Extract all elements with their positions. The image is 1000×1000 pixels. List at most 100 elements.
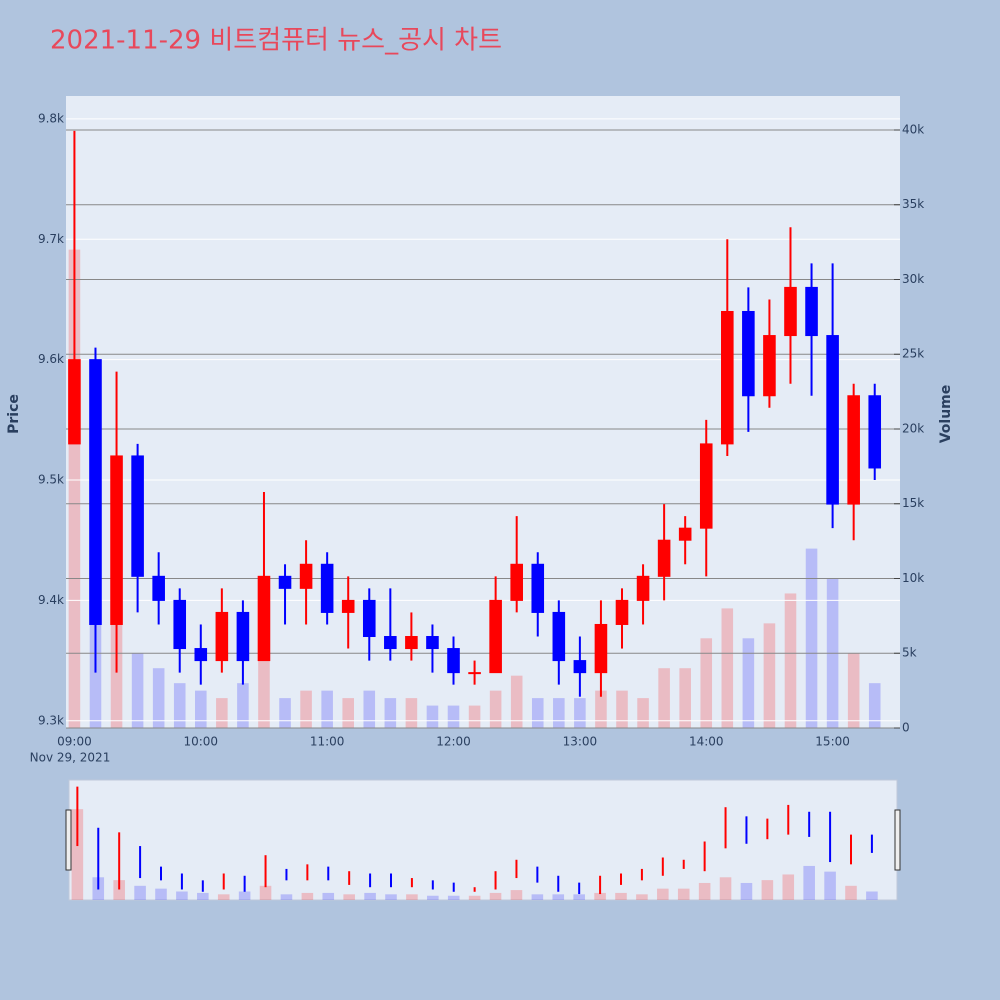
slider-volume-bar [698,882,711,900]
slider-volume-bar [71,809,84,900]
candle-body [68,359,81,445]
y2-tick-label: 35k [902,197,924,211]
slider-volume-bar [489,892,502,900]
volume-bar [658,668,670,728]
slider-volume-bar [677,888,690,900]
x-tick-label: 12:00 [436,735,471,749]
x-tick-label: 14:00 [689,735,724,749]
y2-tick-label: 20k [902,421,924,435]
slider-volume-bar [197,892,209,900]
slider-volume-bar [782,874,795,900]
slider-volume-bar [740,882,753,900]
candle-body [805,286,818,337]
candle-body [173,599,187,650]
y2-tick-label: 10k [902,571,924,585]
candle-body [384,636,397,650]
candle-body [405,636,418,650]
candle-body [699,443,713,529]
chart-title: 2021-11-29 비트컴퓨터 뉴스_공시 차트 [50,26,502,56]
slider-volume-bar [155,888,167,900]
date-label: Nov 29, 2021 [30,751,111,765]
slider-volume-bar [719,877,732,900]
slider-volume-bar [343,894,355,900]
candle-body [215,611,229,662]
candle-body [531,563,545,613]
x-tick-label: 10:00 [183,735,218,749]
candle-body [678,527,692,541]
candle-body [721,310,734,445]
x-tick-label: 11:00 [310,735,345,749]
volume-bar [510,675,523,728]
x-tick-label: 09:00 [57,735,92,749]
y2-tick-label: 5k [902,646,917,660]
slider-volume-bar [552,894,565,900]
candle-body [594,623,608,674]
slider-volume-bar [866,891,878,900]
volume-bar [216,698,228,728]
candle-body [278,575,292,589]
candle-body [573,660,587,674]
range-slider[interactable] [68,779,898,901]
volume-bar [468,705,481,728]
candle-body [763,335,776,397]
candle-body [320,563,334,613]
candle-body [110,455,123,625]
slider-volume-bar [259,885,272,900]
volume-bar [384,698,397,728]
slider-volume-bar [510,890,523,900]
candle-body [152,575,165,601]
x-tick-label: 13:00 [563,735,598,749]
candle-body [784,286,797,337]
x-tick-label: 15:00 [815,735,850,749]
y-tick-label: 9.5k [38,473,64,487]
candle-body [299,563,313,589]
volume-bar [258,653,270,728]
slider-volume-bar [761,880,774,900]
volume-bar [763,623,776,728]
volume-bar [700,638,713,728]
volume-bar [68,249,81,728]
slider-handle[interactable] [65,809,72,871]
slider-handle[interactable] [894,809,901,871]
volume-bar [321,690,333,728]
slider-volume-bar [531,894,544,900]
volume-bar [784,593,797,728]
slider-volume-bar [238,891,251,900]
y2-tick-label: 0 [902,721,910,735]
slider-volume-bar [845,885,857,900]
volume-bar [300,690,312,728]
slider-volume-bar [134,885,146,900]
candle-body [847,395,860,505]
candle-body [868,395,882,469]
candle-body [131,455,144,577]
candle-body [489,599,502,674]
y-tick-label: 9.7k [38,232,64,246]
volume-bar [847,653,860,728]
slider-volume-bar [615,892,627,900]
candle-body [826,335,839,505]
y2-axis-label: Volume [938,385,954,444]
slider-volume-bar [824,871,836,900]
volume-bar [574,698,586,728]
volume-bar [194,690,207,728]
volume-bar [237,683,249,728]
plot-area [66,96,900,728]
candle-body [447,648,460,674]
candle-body [362,599,376,638]
y2-tick-label: 15k [902,496,924,510]
slider-volume-bar [385,894,397,900]
candle-body [194,648,208,662]
volume-bar [805,548,818,728]
y2-tick-label: 25k [902,347,924,361]
y-axis-label: Price [6,394,22,434]
volume-bar [279,698,291,728]
candle-body [615,599,629,625]
candle-body [742,310,755,397]
slider-volume-bar [636,894,648,900]
slider-volume-bar [364,892,376,900]
y-tick-label: 9.4k [38,593,64,607]
slider-volume-bar [468,895,481,900]
slider-volume-bar [657,888,669,900]
